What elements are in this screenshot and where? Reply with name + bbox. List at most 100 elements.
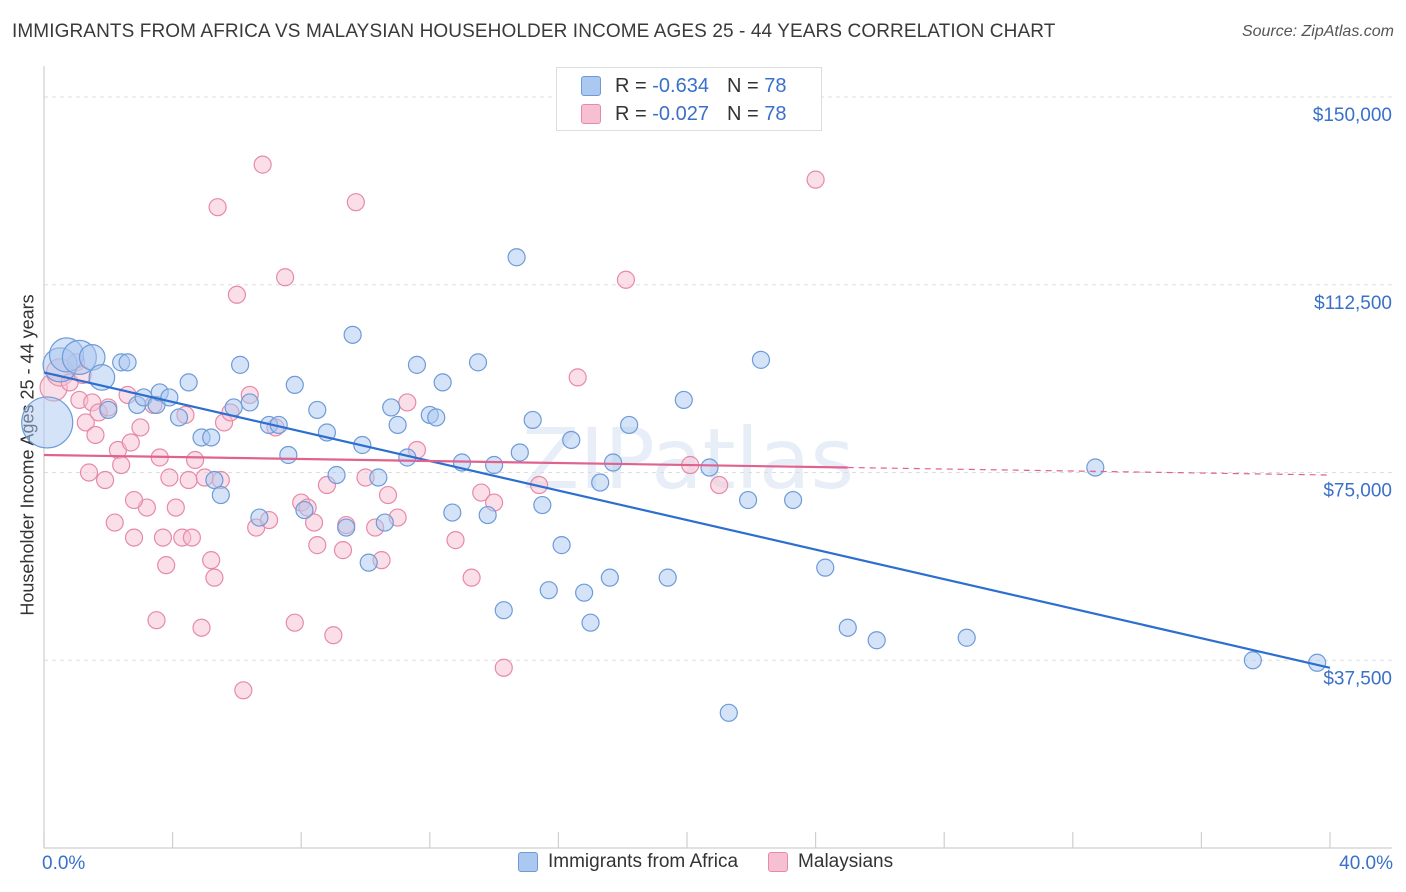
africa-point — [674, 390, 693, 410]
malaysians-point — [324, 626, 343, 645]
malaysians-point — [472, 483, 491, 502]
malaysians-point — [494, 658, 513, 677]
y-tick-label: $75,000 — [1323, 481, 1392, 502]
africa-point — [539, 581, 558, 600]
africa-point — [99, 400, 118, 420]
africa-point — [603, 453, 623, 472]
africa-point — [21, 396, 74, 449]
malaysians-point — [285, 613, 304, 632]
malaysians-trend-line — [43, 453, 848, 469]
africa-point — [388, 415, 407, 435]
malaysians-point — [568, 368, 587, 387]
malaysians-trend-line-extension — [847, 466, 1331, 476]
africa-point — [552, 536, 571, 555]
stats-legend: R = -0.634 N = 78 R = -0.027 N = 78 — [556, 67, 822, 131]
malaysians-point — [205, 568, 224, 587]
africa-point — [738, 490, 758, 510]
malaysians-point — [710, 475, 729, 495]
malaysians-point — [121, 433, 140, 452]
malaysians-point — [76, 413, 95, 432]
malaysians-point — [227, 285, 246, 304]
n-label: N = — [726, 102, 759, 125]
legend-item-malaysians[interactable]: Malaysians — [768, 851, 893, 873]
africa-legend-swatch — [518, 852, 538, 872]
malaysians-point — [79, 463, 99, 482]
africa-point — [719, 703, 738, 722]
malaysians-point — [131, 418, 150, 437]
africa-point — [957, 628, 976, 647]
africa-point — [224, 398, 243, 417]
legend-item-africa[interactable]: Immigrants from Africa — [518, 851, 738, 873]
malaysians-point — [147, 611, 166, 630]
r-label: R = — [615, 102, 647, 125]
malaysians-point — [378, 485, 398, 505]
malaysians-swatch — [581, 104, 601, 124]
malaysians-r-value: -0.027 — [652, 102, 709, 125]
malaysians-point — [182, 528, 201, 547]
africa-point — [478, 505, 497, 525]
africa-point — [407, 355, 427, 374]
chart-title: IMMIGRANTS FROM AFRICA VS MALAYSIAN HOUS… — [12, 21, 1056, 42]
africa-point — [816, 558, 835, 577]
africa-point — [700, 458, 719, 477]
stats-legend-row-malaysians: R = -0.027 N = 78 — [557, 100, 786, 128]
africa-swatch — [581, 76, 601, 96]
africa-point — [533, 495, 552, 515]
y-tick-labels: $37,500 $75,000 $112,500 $150,000 — [1313, 105, 1392, 689]
africa-point — [211, 485, 230, 505]
malaysians-point — [304, 513, 324, 532]
africa-point — [250, 508, 269, 527]
africa-r-value: -0.634 — [652, 74, 709, 97]
malaysians-point — [153, 528, 173, 547]
malaysians-point — [160, 468, 179, 487]
africa-point — [202, 428, 221, 447]
y-tick-label: $112,500 — [1314, 293, 1392, 314]
africa-point — [510, 443, 529, 462]
malaysians-legend-label: Malaysians — [798, 851, 894, 872]
malaysians-point — [346, 193, 365, 212]
africa-point — [751, 350, 771, 369]
malaysians-point — [616, 270, 636, 289]
malaysians-point — [446, 531, 465, 550]
africa-point — [382, 398, 401, 417]
malaysians-point — [186, 450, 205, 470]
malaysians-point — [398, 393, 417, 412]
malaysians-point — [202, 551, 221, 570]
malaysians-point — [333, 541, 353, 560]
malaysians-legend-swatch — [768, 852, 789, 872]
africa-point — [507, 248, 526, 267]
malaysians-point — [86, 425, 105, 445]
africa-point — [620, 415, 639, 435]
africa-point — [359, 553, 378, 572]
x-tick-label-max: 40.0% — [1339, 853, 1393, 874]
africa-point — [581, 613, 600, 632]
africa-point — [308, 400, 327, 420]
africa-point — [231, 355, 250, 374]
malaysians-point — [112, 455, 131, 475]
africa-point — [867, 631, 886, 650]
stats-legend-row-africa: R = -0.634 N = 78 — [557, 72, 786, 100]
africa-point — [494, 601, 513, 620]
africa-point — [295, 500, 314, 520]
malaysians-point — [208, 198, 227, 217]
n-label: N = — [726, 74, 759, 97]
malaysians-point — [806, 170, 825, 189]
malaysians-point — [124, 490, 144, 510]
africa-point — [838, 618, 857, 637]
africa-point — [433, 373, 452, 392]
africa-point — [485, 455, 504, 475]
africa-point — [1086, 458, 1105, 477]
africa-point — [575, 583, 594, 602]
africa-trend-line — [43, 371, 1331, 669]
africa-point — [427, 408, 446, 427]
africa-point — [591, 473, 610, 492]
africa-point — [118, 353, 137, 372]
africa-point — [369, 468, 388, 487]
africa-n-value: 78 — [764, 74, 787, 97]
africa-point — [285, 375, 304, 395]
africa-point — [337, 518, 356, 537]
source-credit: Source: ZipAtlas.com — [1241, 23, 1394, 40]
africa-point — [468, 353, 488, 372]
africa-point — [1243, 651, 1262, 670]
